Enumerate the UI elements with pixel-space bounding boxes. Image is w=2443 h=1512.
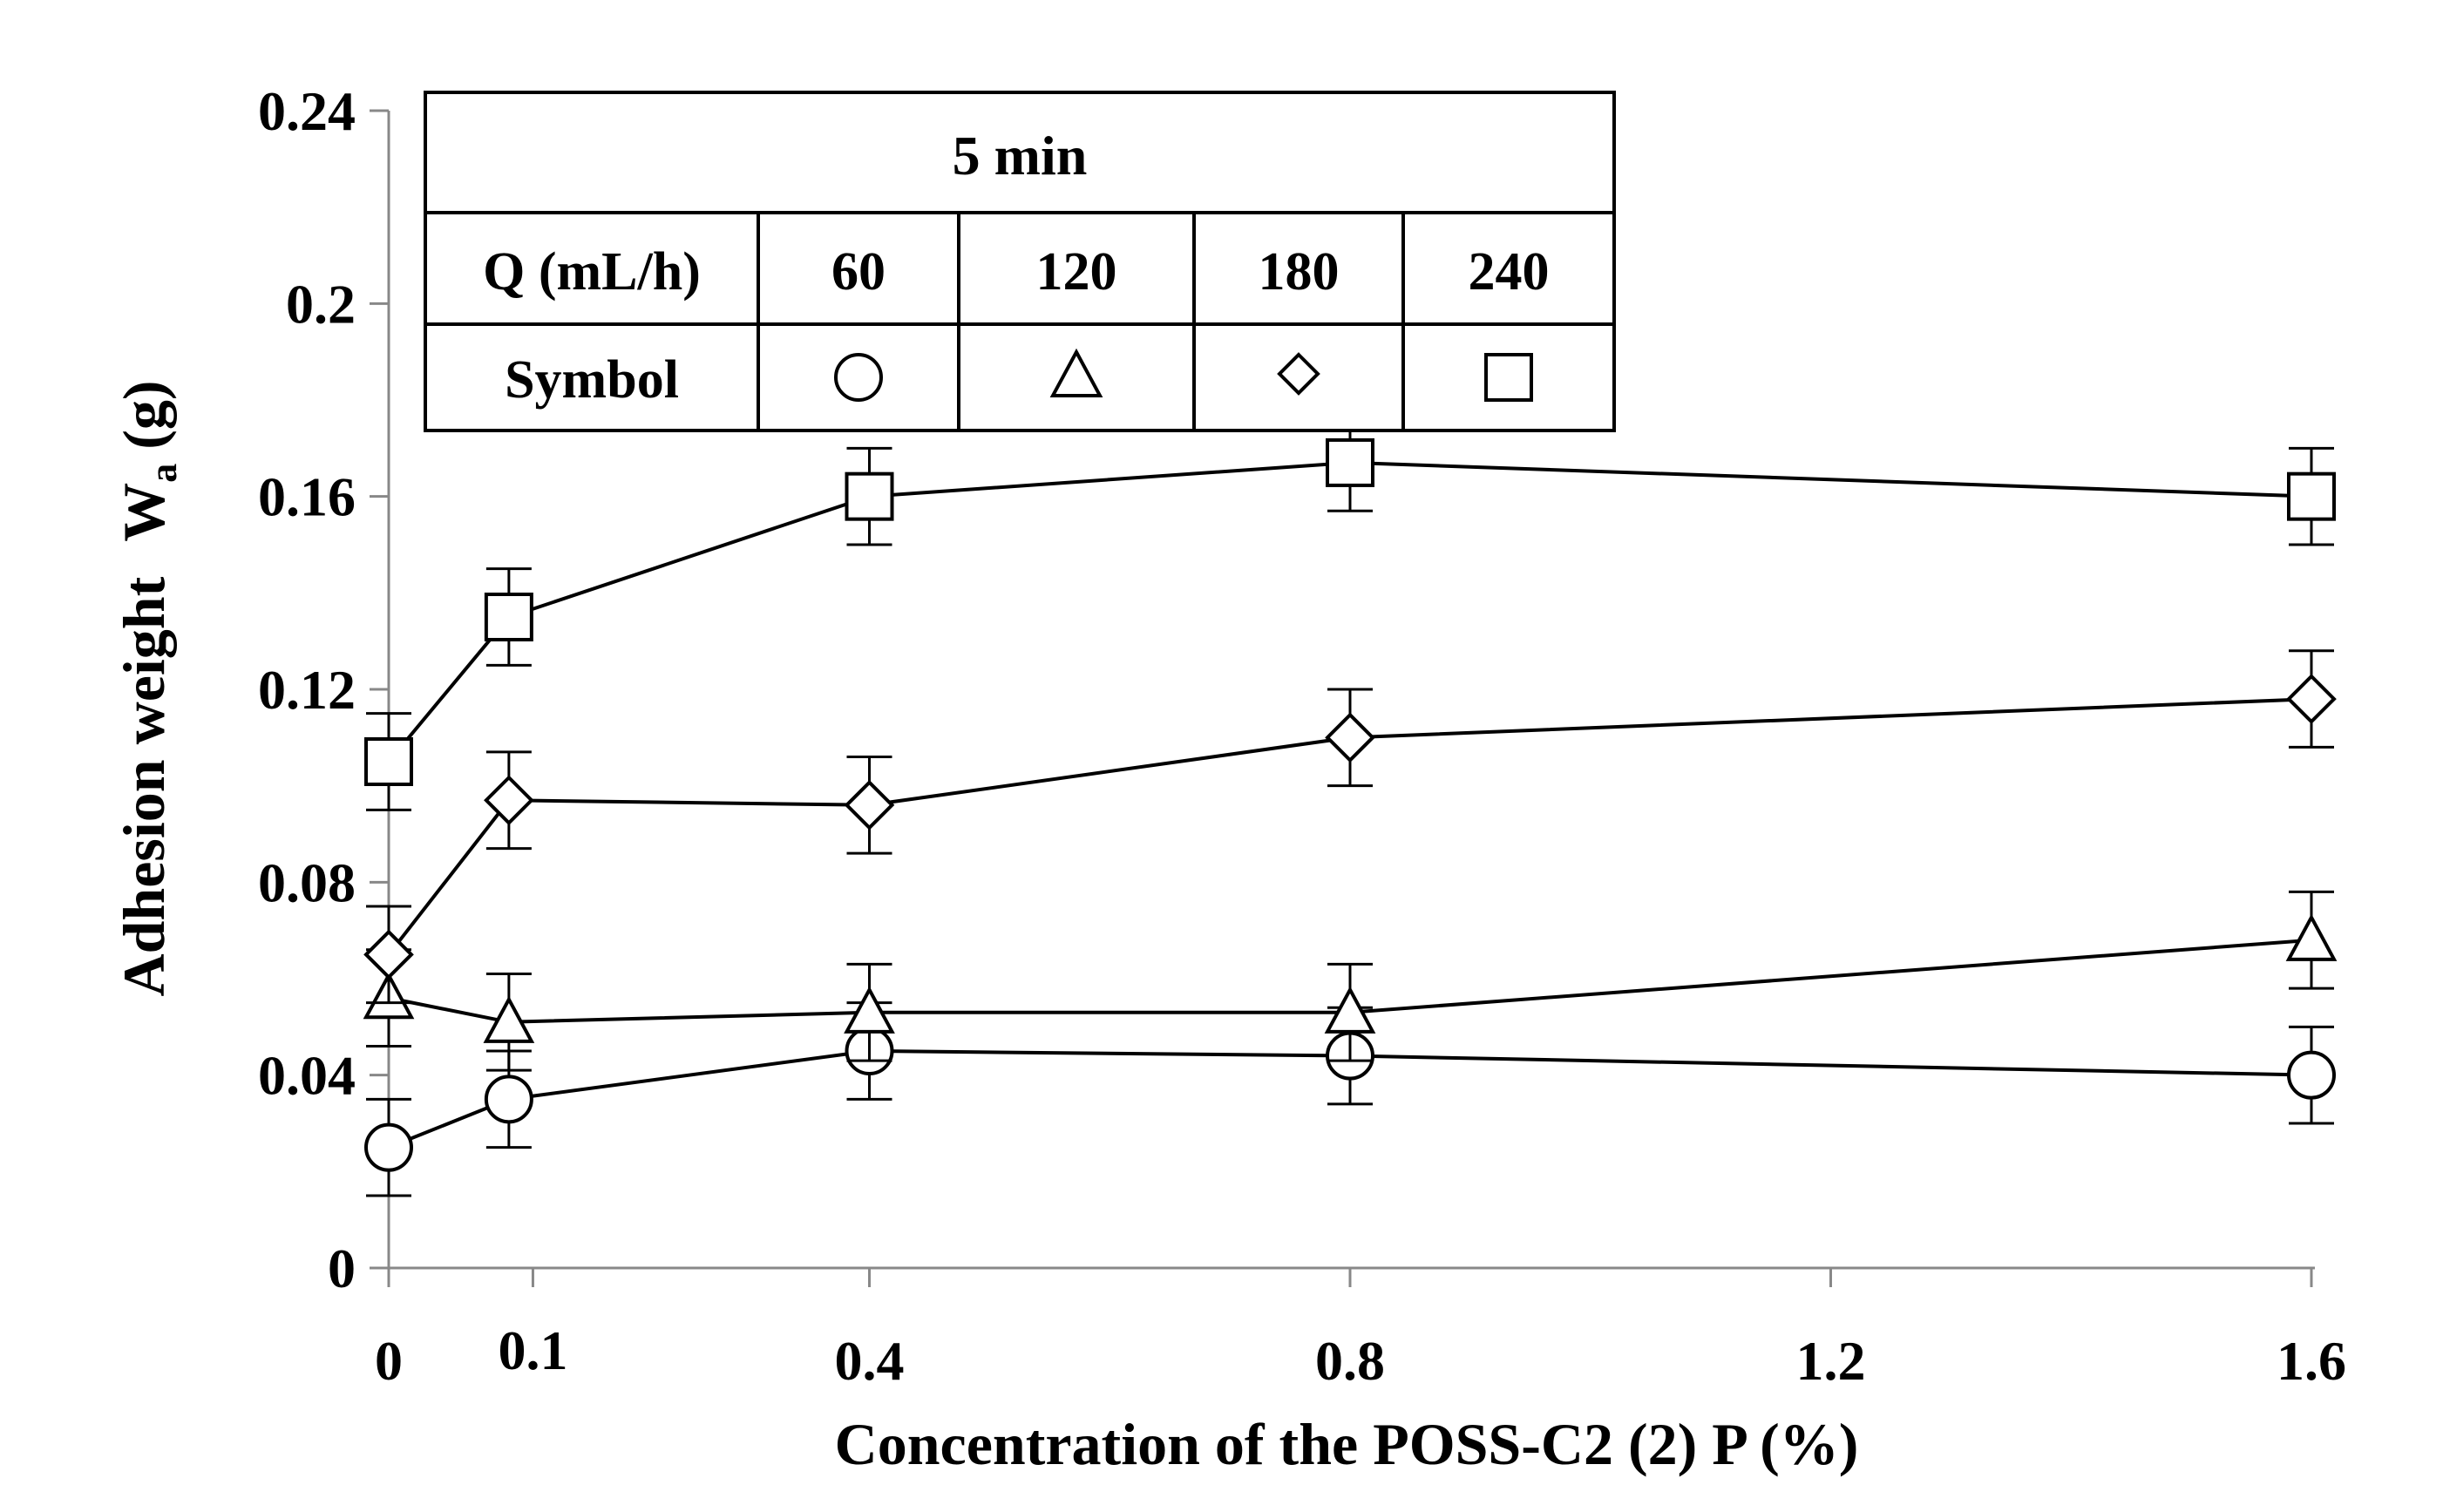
data-point-diamond	[2286, 674, 2337, 724]
legend-flow-240: 240	[1469, 242, 1550, 302]
y-tick-label: 0.04	[258, 1045, 356, 1107]
legend-flow-60: 60	[831, 242, 886, 302]
legend-diamond-icon	[1277, 352, 1320, 396]
data-point-diamond	[363, 929, 414, 980]
data-point-square	[2287, 471, 2336, 521]
axes: 0 0.04 0.08 0.12 0.16 0.2 0.24 0 0.1 0.4 0.8 1.2 1.6…	[111, 80, 2346, 1477]
legend-row-label-q: Q (mL/h)	[483, 242, 701, 302]
y-tick-label: 0.24	[258, 80, 356, 142]
y-axis-title-unit: (g)	[111, 380, 177, 449]
data-point-diamond	[1325, 712, 1375, 763]
data-point-circle	[364, 1122, 413, 1172]
x-tick-label: 1.6	[2277, 1330, 2346, 1392]
legend-frame	[424, 91, 1616, 432]
data-point-triangle	[483, 995, 535, 1043]
x-tick-label: 0.1	[498, 1319, 567, 1381]
data-point-square	[1326, 437, 1374, 487]
legend-circle-icon	[834, 353, 883, 402]
data-point-square	[364, 737, 413, 786]
y-axis-title-symbol: W	[111, 483, 177, 542]
y-axis-title-main: Adhesion weight	[111, 576, 177, 996]
legend-row-label-symbol: Symbol	[505, 350, 679, 410]
y-axis-title-subscript: a	[142, 464, 185, 483]
y-tick-label: 0.2	[286, 273, 356, 335]
x-tick-label: 1.2	[1796, 1330, 1866, 1392]
data-point-triangle	[1324, 986, 1376, 1034]
legend-triangle-icon	[1049, 348, 1103, 397]
legend-square-icon	[1484, 353, 1533, 402]
x-tick-label: 0.8	[1315, 1330, 1385, 1392]
series-180	[363, 649, 2337, 1005]
x-tick-label: 0	[375, 1330, 403, 1392]
data-point-square	[845, 471, 894, 521]
y-axis-title: Adhesion weight Wa (g)	[111, 380, 185, 996]
x-tick-label: 0.4	[835, 1330, 905, 1392]
y-tick-label: 0.08	[258, 851, 356, 913]
data-point-circle	[2287, 1050, 2336, 1100]
x-axis-title: Concentration of the POSS-C2 (2) P (%)	[835, 1411, 1859, 1477]
data-point-square	[484, 593, 533, 641]
data-point-diamond	[484, 775, 534, 826]
y-tick-label: 0.16	[258, 466, 356, 528]
legend-flow-120: 120	[1036, 242, 1117, 302]
y-tick-label: 0.12	[258, 659, 356, 721]
legend-title: 5 min	[953, 125, 1088, 186]
data-point-triangle	[2285, 913, 2338, 961]
data-point-circle	[484, 1075, 533, 1124]
series-240	[364, 413, 2336, 811]
y-tick-label: 0	[328, 1237, 356, 1299]
series-layer	[363, 413, 2338, 1197]
legend-flow-180: 180	[1259, 242, 1340, 302]
series-120	[363, 890, 2338, 1072]
data-point-triangle	[844, 986, 895, 1034]
legend-table: 5 min Q (mL/h) Symbol 60 120 180 240	[424, 91, 1616, 432]
data-point-diamond	[844, 779, 895, 831]
